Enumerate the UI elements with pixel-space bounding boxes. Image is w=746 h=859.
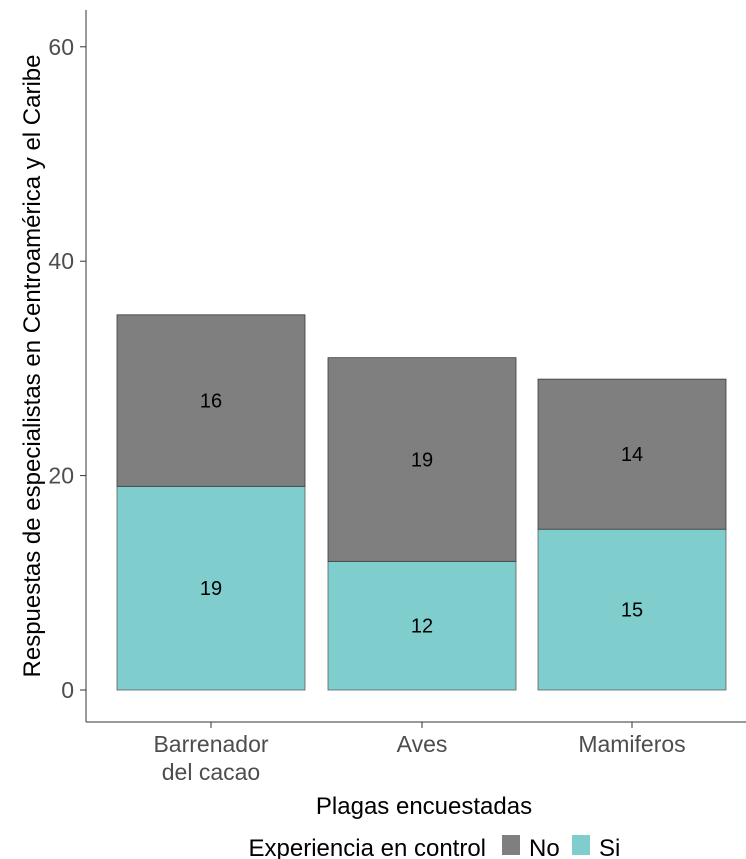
- data-label-si: 15: [621, 600, 643, 622]
- legend-swatch: [572, 835, 590, 855]
- y-tick-label: 60: [48, 34, 74, 60]
- legend-swatch: [502, 835, 520, 855]
- data-label-no: 16: [200, 391, 222, 413]
- legend-entry-label: No: [529, 835, 560, 859]
- x-tick-label: Mamiferos: [578, 731, 685, 757]
- legend-entry-label: Si: [599, 835, 620, 859]
- bar-no: [327, 357, 517, 562]
- data-label-si: 19: [200, 578, 222, 600]
- y-axis: 0 20 40 60: [48, 10, 87, 722]
- bar-si: [327, 560, 517, 691]
- y-axis-title: Respuestas de especialistas en Centroamé…: [19, 55, 46, 678]
- legend: Experiencia en control No Si: [249, 835, 620, 859]
- x-axis-title: Plagas encuestadas: [316, 793, 532, 820]
- data-label-no: 14: [621, 444, 643, 466]
- data-labels: 19 16 12 19 15 14: [200, 391, 643, 638]
- data-label-no: 19: [411, 450, 433, 472]
- x-axis: Barrenador del cacao Aves Mamiferos: [86, 721, 746, 785]
- bar-no: [116, 314, 306, 487]
- bar-no: [537, 378, 727, 530]
- x-tick-label: Barrenador del cacao: [153, 731, 268, 785]
- bar-si: [537, 528, 727, 691]
- bars: [116, 314, 727, 691]
- legend-title: Experiencia en control: [249, 835, 486, 859]
- x-tick-label: Aves: [397, 731, 448, 757]
- bar-si: [116, 485, 306, 691]
- data-label-si: 12: [411, 616, 433, 638]
- y-tick-label: 40: [48, 248, 74, 274]
- y-tick-label: 0: [61, 677, 74, 703]
- y-tick-label: 20: [48, 463, 74, 489]
